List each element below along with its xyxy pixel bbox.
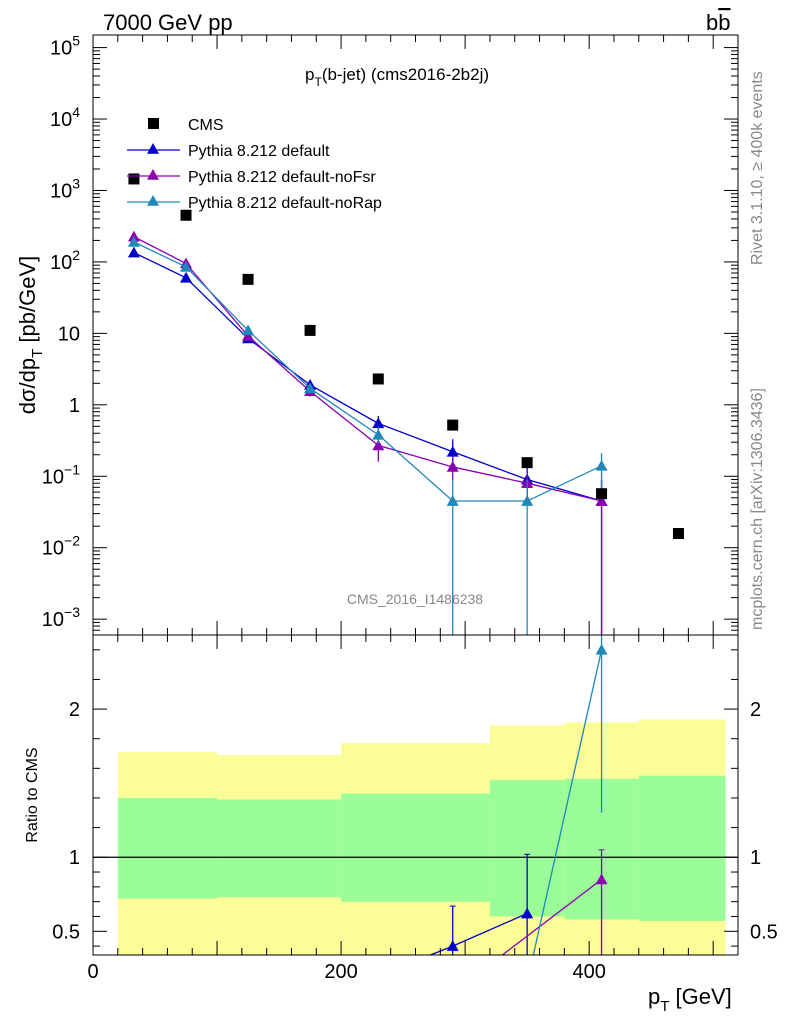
- series-3-point: [595, 459, 608, 471]
- cms-data-point: [304, 324, 316, 336]
- chart-title: pT(b-jet) (cms2016-2b2j): [305, 65, 489, 89]
- series-3-point: [242, 324, 255, 336]
- cms-data-point: [242, 273, 254, 285]
- ratio-y-tick-label-right: 1: [750, 847, 761, 869]
- mcplots-label: mcplots.cern.ch [arXiv:1306.3436]: [749, 388, 766, 630]
- collision-label: 7000 GeV pp: [103, 10, 233, 35]
- ratio-1-point: [595, 873, 608, 885]
- ratio-ticks: 0.5 0.5 1 1 2 2 0 200 400: [52, 635, 778, 983]
- y-tick-label: 10−2: [42, 533, 80, 560]
- ratio-band-inner-1: [217, 799, 342, 898]
- ratio-line-1: [501, 878, 602, 956]
- process-bar-symbol: b: [718, 10, 730, 35]
- cms-data-point: [447, 419, 459, 431]
- y-tick-label: 10−3: [42, 604, 80, 631]
- legend-marker-cms: [148, 118, 159, 129]
- ratio-band-inner-0: [117, 797, 218, 899]
- cms-data-point: [372, 373, 384, 385]
- y-tick-label: 105: [50, 33, 80, 60]
- cms-data-point: [521, 457, 533, 469]
- ratio-data-layer: [430, 635, 608, 956]
- ratio-y-tick-label-left: 0.5: [52, 921, 80, 943]
- cms-data-point: [128, 173, 140, 185]
- y-tick-label: 10: [58, 323, 80, 345]
- series-3-point: [446, 495, 459, 506]
- ratio-2-point: [595, 643, 608, 655]
- x-tick-label: 400: [572, 961, 605, 983]
- series-line-2: [133, 236, 602, 502]
- legend-marker-2: [147, 169, 159, 180]
- series-3-point: [304, 382, 317, 394]
- watermark-label: CMS_2016_I1486238: [347, 591, 483, 607]
- legend: CMS Pythia 8.212 default Pythia 8.212 defa…: [127, 117, 382, 212]
- y-tick-label: 102: [50, 247, 80, 274]
- series-2-point: [446, 460, 459, 472]
- ratio-y-tick-label-right: 0.5: [750, 921, 778, 943]
- y-tick-label: 1: [69, 395, 80, 417]
- ratio-y-tick-label-left: 2: [69, 699, 80, 721]
- legend-marker-1: [147, 143, 159, 154]
- series-2-point: [595, 495, 608, 506]
- cms-data-point: [180, 209, 192, 221]
- cms-data-point: [672, 528, 684, 540]
- legend-label-2: Pythia 8.212 default-noFsr: [188, 169, 376, 186]
- series-3-point: [372, 428, 385, 440]
- series-1-point: [127, 246, 140, 258]
- y-tick-label: 10−1: [42, 461, 80, 488]
- series-line-3: [133, 241, 602, 502]
- ratio-0-point: [446, 940, 459, 951]
- ratio-bands: [93, 719, 738, 955]
- ratio-y-tick-label-right: 2: [750, 699, 761, 721]
- series-1-point: [446, 445, 459, 457]
- x-axis-label: pT [GeV]: [648, 984, 732, 1015]
- ratio-band-inner-5: [638, 775, 726, 921]
- ratio-band-inner-2: [341, 793, 490, 902]
- x-tick-label: 0: [87, 961, 98, 983]
- main-y-axis-label: dσ/dpT [pb/GeV]: [15, 256, 46, 415]
- rivet-version-label: Rivet 3.1.10, ≥ 400k events: [749, 71, 766, 265]
- series-3-point: [521, 495, 534, 506]
- ratio-y-axis-label: Ratio to CMS: [24, 747, 41, 842]
- main-data-layer: [127, 173, 684, 635]
- ratio-y-tick-label-left: 1: [69, 847, 80, 869]
- series-3-point: [180, 260, 193, 272]
- series-3-point: [127, 236, 140, 247]
- cms-data-point: [596, 488, 608, 500]
- y-tick-label: 103: [50, 175, 80, 202]
- x-tick-label: 200: [324, 961, 357, 983]
- ratio-0-point: [521, 907, 534, 919]
- process-label: bb: [706, 10, 731, 35]
- series-1-point: [180, 271, 193, 283]
- series-2-point: [372, 439, 385, 451]
- legend-label-1: Pythia 8.212 default: [188, 143, 330, 160]
- legend-label-3: Pythia 8.212 default-noRap: [188, 195, 382, 212]
- series-line-1: [133, 252, 602, 502]
- ratio-line-2: [532, 649, 603, 956]
- y-tick-label: 104: [50, 104, 80, 131]
- series-1-point: [372, 417, 385, 429]
- legend-marker-3: [147, 195, 159, 206]
- series-2-point: [242, 329, 255, 341]
- legend-label-0: CMS: [188, 117, 224, 134]
